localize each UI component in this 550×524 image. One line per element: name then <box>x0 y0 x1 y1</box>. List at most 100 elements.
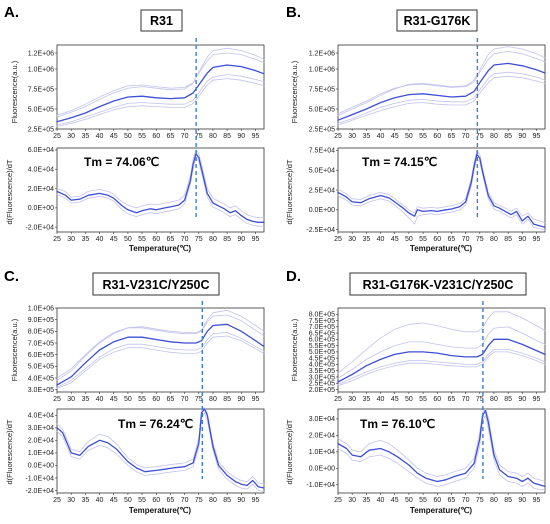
ytick-label-top-d: 2.5E+05 <box>309 381 335 388</box>
series-bottom-d <box>337 408 546 491</box>
title-box-a <box>140 9 183 32</box>
xtick-label-bottom-b: 60 <box>433 236 441 243</box>
xtick-label-bottom-a: 75 <box>195 236 203 243</box>
xtick-label-bottom-c: 75 <box>195 497 203 504</box>
xtick-label-bottom-c: 90 <box>237 497 245 504</box>
xticks-bottom-a: 25 30 35 40 45 50 55 60 65 70 75 80 85 90 95 <box>53 232 259 243</box>
xticks-top-d: 25 30 35 40 45 50 55 60 65 70 75 80 85 90 95 <box>334 392 540 403</box>
xtick-label-top-a: 85 <box>223 133 231 140</box>
xtick-label-top-b: 60 <box>433 133 441 140</box>
xtick-label-top-b: 90 <box>518 133 526 140</box>
ytick-label-top-d: 5.5E+05 <box>309 343 335 350</box>
xtick-label-bottom-b: 70 <box>462 236 470 243</box>
ytick-label-bottom-d: -1.0E+04 <box>306 482 335 489</box>
xticks-top-a: 25 30 35 40 45 50 55 60 65 70 75 80 85 90 95 <box>53 129 259 140</box>
xtick-label-bottom-d: 65 <box>448 497 456 504</box>
xtick-label-bottom-d: 45 <box>391 497 399 504</box>
plot-bottom-c <box>56 408 265 494</box>
series-replicate-top-c <box>56 335 265 389</box>
series-replicate-top-d <box>337 311 546 374</box>
ytick-label-bottom-c: 4.0E+04 <box>28 413 54 420</box>
xtick-label-bottom-c: 55 <box>138 497 146 504</box>
xtick-label-top-b: 75 <box>476 133 484 140</box>
xtick-label-bottom-d: 30 <box>348 497 356 504</box>
ytick-label-top-a: 1.2E+06 <box>28 50 54 57</box>
xtick-label-bottom-b: 85 <box>504 236 512 243</box>
series-bottom-a <box>56 149 265 227</box>
xtick-label-top-a: 75 <box>195 133 203 140</box>
yticks-bottom-b: -2.5E+04 0.0E+00 2.5E+04 5.0E+04 7.5E+04 <box>306 148 338 234</box>
ytick-label-bottom-a: 4.0E+04 <box>28 167 54 174</box>
xtick-label-bottom-d: 70 <box>462 497 470 504</box>
xtick-label-bottom-a: 65 <box>167 236 175 243</box>
ytick-label-top-d: 6.5E+05 <box>309 330 335 337</box>
xtick-label-bottom-c: 80 <box>209 497 217 504</box>
yticks-top-c: 3.0E+05 4.0E+05 5.0E+05 6.0E+05 7.0E+05 8.0E+… <box>28 305 57 394</box>
ytick-label-bottom-a: 0.0E+00 <box>28 205 54 212</box>
xtick-label-top-b: 35 <box>362 133 370 140</box>
ytick-label-top-a: 1.0E+06 <box>28 66 54 73</box>
ytick-label-top-a: 7.5E+05 <box>28 86 54 93</box>
series-replicate-top-d <box>337 326 546 379</box>
xtick-label-top-c: 50 <box>124 396 132 403</box>
xtick-label-top-c: 35 <box>81 396 89 403</box>
xtick-label-top-b: 55 <box>419 133 427 140</box>
yticks-bottom-c: -2.0E+04 -1.0E+04 0.0E+00 1.0E+04 2.0E+04 3.0… <box>25 413 57 495</box>
ytick-label-bottom-a: 2.0E+04 <box>28 186 54 193</box>
xtick-label-bottom-d: 35 <box>362 497 370 504</box>
xlabel-a: Temperature(℃) <box>129 244 192 253</box>
xtick-label-bottom-a: 55 <box>138 236 146 243</box>
xtick-label-bottom-a: 30 <box>67 236 75 243</box>
xtick-label-bottom-b: 55 <box>419 236 427 243</box>
series-replicate-top-b <box>337 51 546 115</box>
ytick-label-bottom-b: 2.5E+04 <box>309 187 335 194</box>
series-main-bottom-b <box>337 153 546 228</box>
series-bottom-b <box>337 149 546 231</box>
xtick-label-top-c: 95 <box>252 396 260 403</box>
series-replicate-top-d <box>337 351 546 387</box>
xtick-label-top-d: 35 <box>362 396 370 403</box>
xtick-label-bottom-c: 30 <box>67 497 75 504</box>
xtick-label-bottom-c: 60 <box>152 497 160 504</box>
xtick-label-top-d: 70 <box>462 396 470 403</box>
series-replicate-bottom-a <box>56 157 265 227</box>
xtick-label-top-c: 25 <box>53 396 61 403</box>
ytick-label-bottom-c: 3.0E+04 <box>28 425 54 432</box>
xtick-label-bottom-b: 40 <box>377 236 385 243</box>
ytick-label-top-a: 2.5E+05 <box>28 126 54 133</box>
series-main-top-b <box>337 62 546 121</box>
ytick-label-top-c: 4.0E+05 <box>28 375 54 382</box>
panel-b: B. R31-G176K Fluorescence(a.u.) 2.5E+05 5… <box>285 4 546 253</box>
xtick-label-bottom-c: 45 <box>110 497 118 504</box>
ytick-label-bottom-d: 3.0E+04 <box>309 416 335 423</box>
plot-bottom-b <box>337 147 546 233</box>
xticks-bottom-c: 25 30 35 40 45 50 55 60 65 70 75 80 85 90 95 <box>53 493 259 504</box>
title-a: R31 <box>150 14 173 28</box>
plot-bottom-a <box>56 147 265 233</box>
ytick-label-bottom-c: 0.0E+00 <box>28 463 54 470</box>
xtick-label-bottom-b: 50 <box>405 236 413 243</box>
title-box-b <box>396 9 478 32</box>
ytick-label-top-b: 1.0E+06 <box>309 66 335 73</box>
xlabel-d: Temperature(℃) <box>410 506 473 515</box>
xtick-label-bottom-a: 60 <box>152 236 160 243</box>
xtick-label-bottom-a: 80 <box>209 236 217 243</box>
ytick-label-bottom-b: -2.5E+04 <box>306 227 335 234</box>
panel-letter-c: C. <box>4 268 19 285</box>
ytick-label-top-c: 8.0E+05 <box>28 329 54 336</box>
ylabel-top-c: Fluorescence(a.u.) <box>10 318 19 381</box>
ytick-label-top-c: 1.0E+06 <box>28 305 54 312</box>
xtick-label-bottom-d: 25 <box>334 497 342 504</box>
xtick-label-bottom-c: 25 <box>53 497 61 504</box>
xtick-label-top-d: 45 <box>391 396 399 403</box>
series-replicate-bottom-c <box>56 412 265 493</box>
plot-top-d <box>337 307 546 393</box>
ytick-label-bottom-c: 1.0E+04 <box>28 450 54 457</box>
xtick-label-bottom-b: 30 <box>348 236 356 243</box>
series-replicate-top-a <box>56 74 265 126</box>
ytick-label-top-d: 8.0E+05 <box>309 312 335 319</box>
xtick-label-bottom-b: 65 <box>448 236 456 243</box>
ylabel-bottom-b: d(Fluorescence)/dT <box>285 159 294 224</box>
series-replicate-bottom-d <box>337 408 546 482</box>
ytick-label-top-b: 2.5E+05 <box>309 126 335 133</box>
